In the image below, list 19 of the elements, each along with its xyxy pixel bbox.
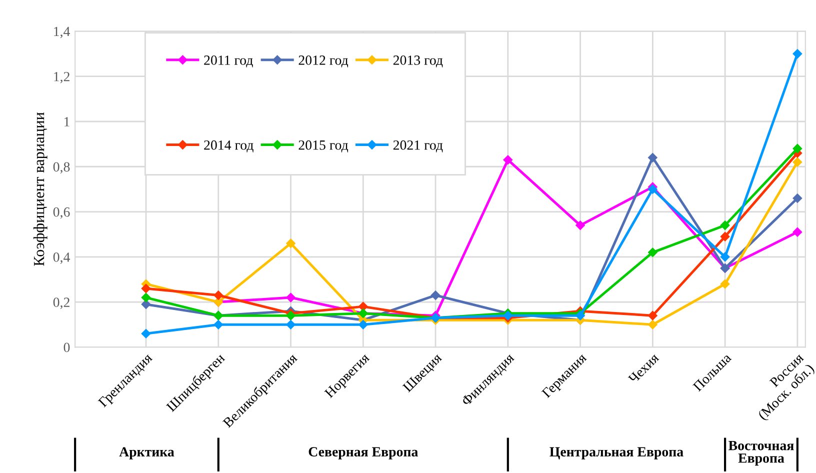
y-tick-label: 0,6 bbox=[53, 207, 70, 219]
legend-label: 2013 год bbox=[393, 56, 443, 68]
y-tick-label: 1,2 bbox=[54, 72, 70, 84]
y-tick-label: 0,2 bbox=[53, 298, 70, 309]
legend-label: 2012 год bbox=[298, 56, 348, 68]
text: Восточная Европа bbox=[728, 440, 794, 466]
legend-label: 2015 год bbox=[298, 140, 348, 152]
text: Арктика bbox=[119, 447, 174, 460]
text: Центральная Европа bbox=[550, 447, 684, 460]
y-tick-label: 1,4 bbox=[54, 26, 70, 38]
text: Северная Европа bbox=[308, 447, 418, 460]
y-tick-label: 0 bbox=[64, 342, 70, 352]
legend-label: 2014 год bbox=[204, 140, 254, 152]
y-tick-label: 0,4 bbox=[53, 252, 70, 264]
legend-label: 2011 год bbox=[204, 56, 253, 68]
legend-label: 2021 год bbox=[393, 140, 443, 152]
y-tick-label: 0,8 bbox=[53, 162, 70, 174]
y-tick-label: 1 bbox=[64, 117, 70, 126]
y-axis-title: Коэффициент вариации bbox=[33, 112, 48, 266]
